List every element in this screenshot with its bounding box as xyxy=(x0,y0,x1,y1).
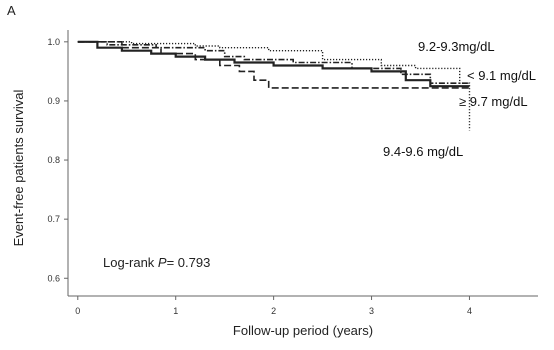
y-tick-label: 0.7 xyxy=(47,214,60,224)
x-ticks: 0 1 2 3 4 xyxy=(75,296,472,316)
series-line-1 xyxy=(77,40,470,84)
series-group xyxy=(77,40,471,131)
series-label-9-2-9-3: 9.2-9.3mg/dL xyxy=(418,39,495,54)
panel-label: A xyxy=(7,3,16,18)
series-labels: 9.2-9.3mg/dL < 9.1 mg/dL ≥ 9.7 mg/dL 9.4… xyxy=(383,39,536,159)
y-tick-label: 1.0 xyxy=(47,37,60,47)
y-tick-label: 0.8 xyxy=(47,155,60,165)
y-ticks: 0.6 0.7 0.8 0.9 1.0 xyxy=(47,37,68,283)
x-tick-label: 0 xyxy=(75,306,80,316)
x-tick-label: 3 xyxy=(369,306,374,316)
series-line-2 xyxy=(77,40,470,88)
y-tick-label: 0.6 xyxy=(47,273,60,283)
series-label-9-4-9-6: 9.4-9.6 mg/dL xyxy=(383,144,463,159)
series-label-ge-9-7: ≥ 9.7 mg/dL xyxy=(459,94,528,109)
series-line-3 xyxy=(77,40,470,89)
x-tick-label: 4 xyxy=(467,306,472,316)
logrank-annotation: Log-rank P= 0.793 xyxy=(103,255,210,270)
axes xyxy=(67,30,538,297)
series-label-lt-9-1: < 9.1 mg/dL xyxy=(467,68,536,83)
logrank-prefix: Log-rank xyxy=(103,255,158,270)
x-axis-title: Follow-up period (years) xyxy=(233,323,373,338)
logrank-value: = 0.793 xyxy=(167,255,211,270)
logrank-p: P xyxy=(158,255,167,270)
y-tick-label: 0.9 xyxy=(47,96,60,106)
series-line-0 xyxy=(77,41,471,131)
y-axis-title: Event-free patients survival xyxy=(11,89,26,246)
x-tick-label: 1 xyxy=(173,306,178,316)
x-tick-label: 2 xyxy=(271,306,276,316)
